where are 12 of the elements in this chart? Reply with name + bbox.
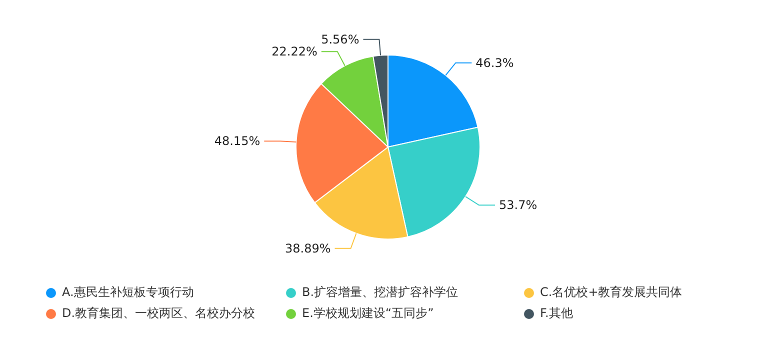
data-label: 46.3% [476, 56, 514, 70]
legend-label: F.其他 [540, 305, 573, 322]
data-label: 48.15% [214, 134, 260, 148]
legend-label: A.惠民生补短板专项行动 [62, 284, 194, 301]
data-label: 5.56% [321, 32, 360, 46]
data-label: 38.89% [285, 241, 331, 256]
data-label: 22.22% [272, 44, 318, 59]
legend-label: D.教育集团、一校两区、名校办分校 [62, 305, 256, 322]
legend-label: E.学校规划建设“五同步” [302, 305, 434, 322]
legend-label: B.扩容增量、挖潜扩容补学位 [302, 284, 458, 301]
legend-label: C.名优校+教育发展共同体 [540, 284, 682, 301]
data-label: 53.7% [499, 198, 538, 212]
